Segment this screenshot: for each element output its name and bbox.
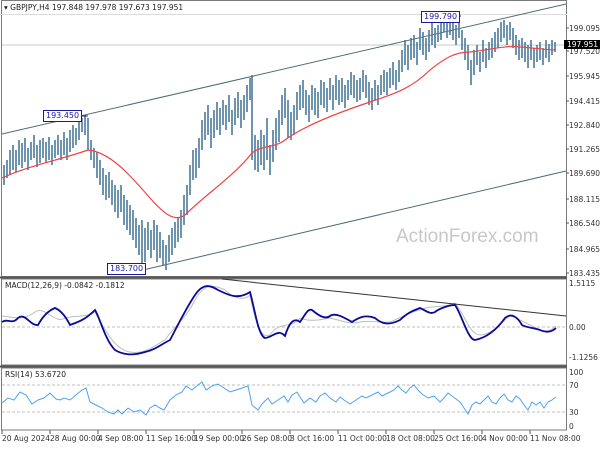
time-tick: 4 Sep 08:00	[98, 434, 144, 443]
annotation-high-right[interactable]: 199.790	[421, 11, 461, 23]
price-tick: 183.435	[569, 269, 600, 278]
time-tick: 11 Nov 08:00	[530, 434, 581, 443]
dropdown-triangle-icon[interactable]: ▾	[4, 3, 8, 12]
rsi-tick: 100	[569, 368, 584, 377]
price-tick: 191.265	[569, 145, 600, 154]
current-price-tag: 197.951	[564, 40, 600, 49]
macd-pane-border	[1, 278, 567, 366]
macd-signal-line	[1, 285, 557, 354]
rsi-line	[1, 381, 557, 416]
time-tick: 28 Aug 00:00	[50, 434, 101, 443]
symbol-header: ▾ GBPJPY,H4 197.848 197.978 197.673 197.…	[4, 3, 183, 12]
annotation-high-left[interactable]: 193.450	[43, 110, 83, 122]
rsi-tick: 0	[569, 422, 574, 431]
watermark: ActionForex.com	[396, 226, 539, 247]
time-tick: 19 Sep 00:00	[194, 434, 245, 443]
price-candles	[3, 14, 556, 270]
annotation-low[interactable]: 183.700	[107, 263, 147, 275]
rsi-pane-border	[1, 367, 567, 431]
time-tick: 4 Nov 00:00	[482, 434, 528, 443]
price-axis-ticks	[566, 27, 569, 274]
macd-tick: 0.00	[569, 323, 586, 332]
macd-main-line	[1, 285, 557, 356]
price-tick: 194.415	[569, 97, 600, 106]
price-tick: 199.095	[569, 24, 600, 33]
macd-tick: 1.5115	[569, 279, 596, 288]
time-tick: 3 Oct 16:00	[290, 434, 335, 443]
macd-label: MACD(12,26,9) -0.0842 -0.1812	[5, 281, 125, 290]
price-tick: 186.540	[569, 219, 600, 228]
rsi-tick: 30	[569, 408, 579, 417]
rsi-label: RSI(14) 53.6720	[5, 370, 66, 379]
lower-channel-line[interactable]	[142, 170, 567, 271]
price-tick: 184.965	[569, 245, 600, 254]
time-tick: 11 Sep 16:00	[146, 434, 197, 443]
macd-resistance-line[interactable]	[221, 278, 567, 317]
symbol-label: GBPJPY,H4	[10, 3, 50, 12]
rsi-tick: 70	[569, 381, 579, 390]
price-tick: 197.520	[569, 47, 600, 56]
time-tick: 18 Oct 08:00	[386, 434, 435, 443]
price-tick: 189.690	[569, 169, 600, 178]
price-tick: 192.840	[569, 121, 600, 130]
time-tick: 25 Oct 16:00	[434, 434, 483, 443]
time-axis-ticks	[1, 430, 531, 434]
moving-average-line	[1, 45, 557, 219]
price-tick: 195.945	[569, 72, 600, 81]
time-tick: 20 Aug 2024	[2, 434, 51, 443]
price-tick: 188.115	[569, 195, 600, 204]
time-tick: 26 Sep 08:00	[242, 434, 293, 443]
macd-tick: -1.1256	[569, 353, 598, 362]
upper-channel-line[interactable]	[1, 3, 567, 135]
time-tick: 11 Oct 00:00	[338, 434, 387, 443]
ohlc-values: 197.848 197.978 197.673 197.951	[51, 3, 184, 12]
